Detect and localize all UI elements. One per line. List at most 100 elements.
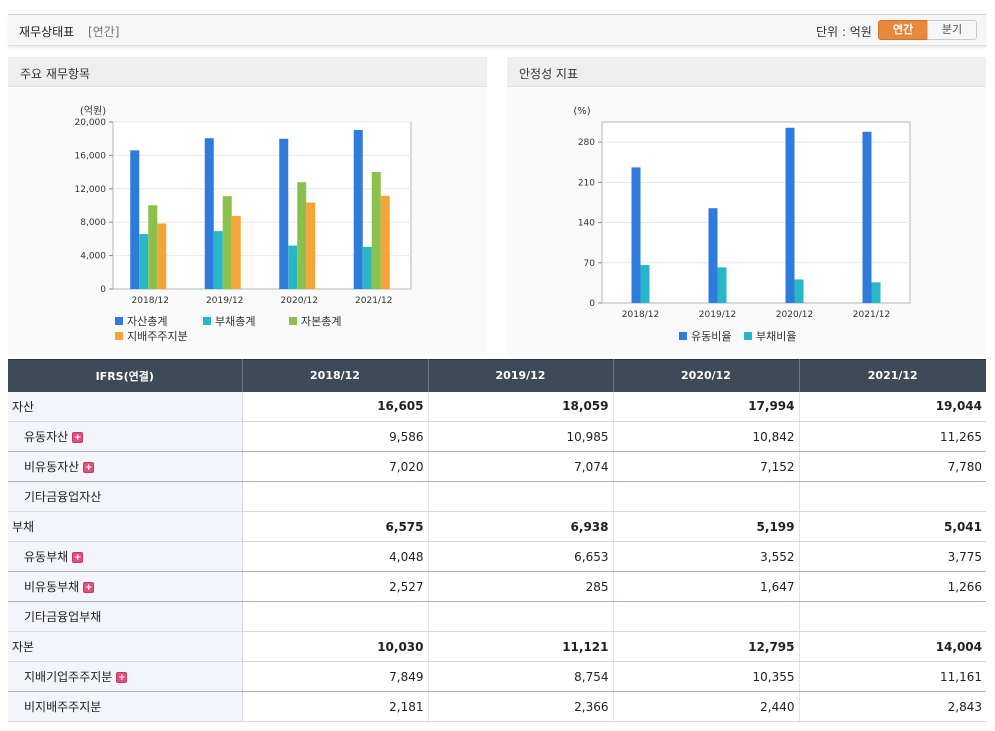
row-label[interactable]: 유동자산 + — [8, 421, 243, 452]
table-cell: 11,265 — [799, 421, 986, 452]
table-cell: 3,552 — [613, 541, 800, 572]
statement-header: 재무상태표 [연간] 단위 : 억원 연간 분기 — [8, 14, 986, 46]
bar-자본총계-2019/12 — [222, 196, 232, 289]
row-label-text: 기타금융업자산 — [24, 490, 102, 504]
x-tick-label: 2019/12 — [699, 310, 736, 320]
table-row: 자본 10,030 11,121 12,795 14,004 — [8, 631, 986, 662]
row-label: 비지배주주지분 — [8, 691, 243, 722]
row-label-text: 자본 — [12, 640, 35, 654]
table-row: 지배기업주주지분 +7,849 8,754 10,355 11,161 — [8, 661, 986, 692]
x-tick-label: 2021/12 — [853, 310, 890, 320]
expand-plus-icon[interactable]: + — [116, 672, 128, 683]
header-2019: 2019/12 — [428, 359, 614, 392]
bar-부채비율-2018/12 — [640, 265, 650, 303]
y-axis-label: (억원) — [80, 105, 106, 117]
expand-plus-icon[interactable]: + — [72, 552, 84, 563]
row-label[interactable]: 유동부채 + — [8, 541, 243, 572]
expand-plus-icon[interactable]: + — [83, 582, 95, 593]
y-tick-label: 8,000 — [80, 218, 106, 228]
y-tick-label: 4,000 — [80, 252, 106, 262]
y-tick-label: 70 — [584, 259, 596, 269]
tab-annual[interactable]: 연간 — [878, 20, 928, 40]
table-cell: 6,938 — [428, 511, 614, 542]
table-cell: 2,181 — [242, 691, 429, 722]
row-label: 자산 — [8, 391, 243, 422]
row-label-text: 유동자산 — [24, 430, 69, 444]
legend-label: 지배주주지분 — [127, 330, 188, 343]
table-cell: 2,843 — [799, 691, 986, 722]
table-cell — [242, 601, 429, 632]
table-cell: 11,161 — [799, 661, 986, 692]
table-cell: 7,074 — [428, 451, 614, 482]
expand-plus-icon[interactable]: + — [72, 432, 84, 443]
bar-부채비율-2020/12 — [794, 279, 804, 303]
chart-panel-financials: 주요 재무항목 (억원) 0 4,000 8,000 12,000 16,000 20,00… — [8, 57, 487, 355]
y-tick-label: 16,000 — [75, 151, 107, 161]
header-2018: 2018/12 — [242, 359, 429, 392]
table-cell: 12,795 — [613, 631, 800, 662]
bar-지배주주지분-2018/12 — [157, 223, 167, 289]
panel-title-stability: 안정성 지표 — [507, 57, 986, 87]
row-label-text: 기타금융업부채 — [24, 610, 102, 624]
bar-지배주주지분-2020/12 — [306, 202, 316, 289]
legend-swatch — [203, 317, 211, 325]
table-row: 부채 6,575 6,938 5,199 5,041 — [8, 511, 986, 542]
bar-유동비율-2021/12 — [862, 131, 872, 303]
y-tick-label: 12,000 — [75, 185, 107, 195]
row-label: 기타금융업부채 — [8, 601, 243, 632]
row-label-text: 부채 — [12, 520, 35, 534]
x-tick-label: 2020/12 — [281, 296, 318, 306]
header-2021: 2021/12 — [799, 359, 986, 392]
y-tick-label: 20,000 — [75, 118, 107, 128]
table-cell — [428, 601, 614, 632]
row-label[interactable]: 비유동자산 + — [8, 451, 243, 482]
row-label[interactable]: 지배기업주주지분 + — [8, 661, 243, 692]
bar-자산총계-2019/12 — [204, 138, 214, 289]
table-cell: 11,121 — [428, 631, 614, 662]
y-tick-label: 0 — [589, 299, 595, 309]
bar-자본총계-2020/12 — [297, 182, 307, 289]
bar-유동비율-2018/12 — [631, 167, 641, 303]
legend-label: 자본총계 — [301, 315, 341, 328]
page-title: 재무상태표 — [19, 25, 75, 39]
table-cell: 7,020 — [242, 451, 429, 482]
legend-swatch — [744, 332, 752, 340]
bar-유동비율-2019/12 — [708, 208, 718, 303]
x-tick-label: 2019/12 — [206, 296, 243, 306]
table-cell — [799, 601, 986, 632]
row-label-text: 자산 — [12, 399, 35, 414]
period-label: [연간] — [88, 25, 120, 39]
bar-부채총계-2019/12 — [213, 231, 223, 289]
table-cell — [242, 481, 429, 512]
legend-swatch — [115, 332, 123, 340]
header-ifrs: IFRS(연결) — [8, 359, 243, 392]
bar-유동비율-2020/12 — [785, 127, 795, 303]
legend-swatch — [289, 317, 297, 325]
table-cell: 9,586 — [242, 421, 429, 452]
table-row: 비지배주주지분 2,181 2,366 2,440 2,843 — [8, 691, 986, 722]
bar-자산총계-2021/12 — [353, 129, 363, 289]
table-cell: 2,527 — [242, 571, 429, 602]
x-tick-label: 2020/12 — [776, 310, 813, 320]
table-cell: 7,780 — [799, 451, 986, 482]
legend-label: 자산총계 — [127, 315, 167, 328]
expand-plus-icon[interactable]: + — [83, 462, 95, 473]
table-cell: 10,355 — [613, 661, 800, 692]
row-label: 부채 — [8, 511, 243, 542]
tab-quarter[interactable]: 분기 — [927, 20, 977, 40]
bar-자본총계-2018/12 — [148, 205, 158, 289]
table-cell: 6,575 — [242, 511, 429, 542]
financials-chart: (억원) 0 4,000 8,000 12,000 16,000 20,000 2018/12… — [75, 105, 412, 343]
table-cell: 4,048 — [242, 541, 429, 572]
bar-자본총계-2021/12 — [371, 172, 381, 289]
legend-label: 부채총계 — [215, 315, 255, 328]
table-row: 기타금융업부채 — [8, 601, 986, 632]
y-tick-label: 280 — [578, 138, 595, 148]
table-row: 기타금융업자산 — [8, 481, 986, 512]
table-cell: 17,994 — [613, 391, 800, 422]
panel-title-financials: 주요 재무항목 — [8, 57, 487, 87]
legend-swatch — [679, 332, 687, 340]
table-row: 비유동부채 +2,527 285 1,647 1,266 — [8, 571, 986, 602]
table-row: 비유동자산 +7,020 7,074 7,152 7,780 — [8, 451, 986, 482]
row-label[interactable]: 비유동부채 + — [8, 571, 243, 602]
